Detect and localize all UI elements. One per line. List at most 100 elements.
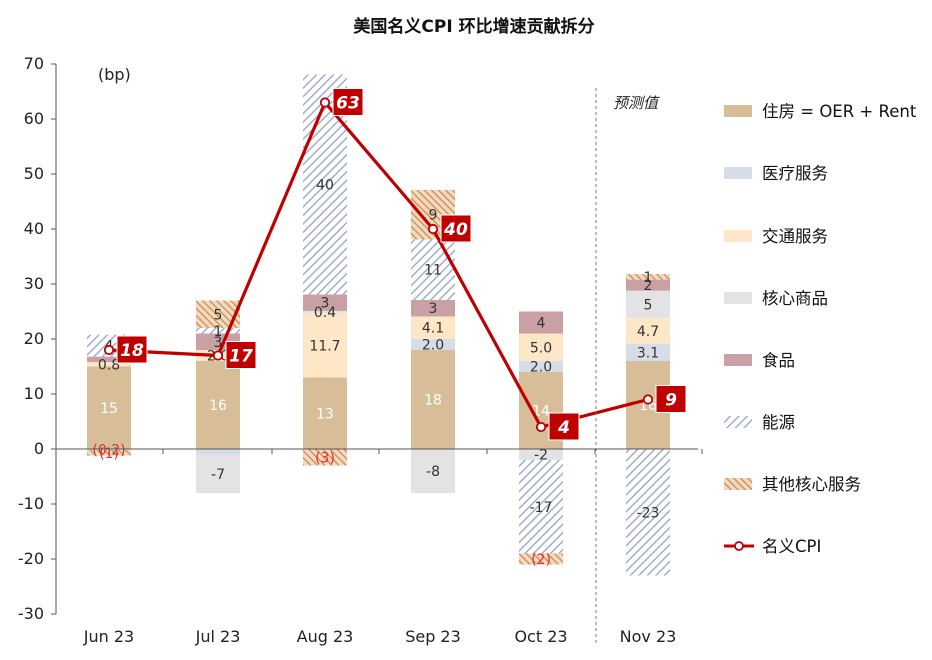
bar-housing (411, 350, 455, 449)
data-label-energy: 1 (214, 324, 223, 340)
bar-energy (519, 460, 563, 554)
data-label-other: (3) (315, 450, 335, 466)
data-label-other: (2) (531, 552, 551, 568)
cpi-data-label: 4 (557, 418, 570, 438)
x-tick-label: Nov 23 (620, 627, 677, 646)
data-label-energy: -23 (637, 505, 660, 521)
legend-swatch-housing (724, 105, 752, 117)
data-label-medical: 3.1 (637, 345, 659, 361)
y-axis: 70 60 50 40 30 20 10 0 -10 -20 -30 (18, 54, 57, 623)
x-tick-label: Sep 23 (405, 627, 461, 646)
legend-swatch-medical (724, 167, 752, 179)
bar-transport (411, 316, 455, 339)
y-tick-label: 60 (24, 109, 44, 128)
data-label-other: 1 (644, 270, 653, 286)
bar-transport (87, 362, 131, 367)
cpi-data-label: 17 (229, 347, 253, 367)
data-label-medical: 2.0 (530, 360, 552, 376)
data-label-other: 5 (214, 307, 223, 323)
bar-food (626, 279, 670, 291)
bar-other (519, 553, 563, 565)
data-label-medical: 2.0 (422, 338, 444, 354)
bar-energy (626, 449, 670, 576)
data-label-food: 3 (429, 301, 438, 317)
legend-label-core_goods: 核心商品 (762, 289, 828, 308)
x-tick-label: Aug 23 (297, 627, 354, 646)
bar-core_goods (303, 310, 347, 314)
cpi-line (108, 100, 649, 429)
bar-food (519, 311, 563, 334)
data-label-core_goods: (0.2) (92, 443, 125, 459)
x-axis: Jun 23 Jul 23 Aug 23 Sep 23 Oct 23 Nov 23 (56, 88, 703, 646)
y-tick-label: 70 (24, 54, 44, 73)
data-label-transport: 5.0 (530, 340, 552, 356)
bar-core_goods (87, 449, 131, 451)
cpi-data-label: 40 (443, 220, 468, 240)
data-label-housing: 14 (532, 404, 550, 420)
data-label-housing: 16 (209, 398, 227, 414)
x-tick-label: Jul 23 (195, 627, 241, 646)
cpi-data-label: 63 (336, 94, 360, 114)
y-tick-label: 50 (24, 164, 44, 183)
legend-label-food: 食品 (762, 351, 795, 370)
legend-swatch-other (724, 478, 752, 490)
bar-series (87, 74, 670, 576)
cpi-point (319, 97, 331, 108)
bar-medical (519, 361, 563, 372)
legend-label-cpi: 名义CPI (762, 537, 821, 556)
bar-medical (626, 343, 670, 361)
bar-core_goods (411, 449, 455, 493)
bar-food (411, 299, 455, 317)
data-label-core_goods: -2 (534, 448, 548, 464)
bar-transport (519, 333, 563, 361)
legend-label-housing: 住房 = OER + Rent (762, 102, 917, 121)
legend-label-other: 其他核心服务 (762, 475, 861, 494)
bar-core_goods (519, 449, 563, 460)
bar-energy (411, 239, 455, 300)
bar-other (303, 449, 347, 466)
legend-swatch-core_goods (724, 292, 752, 304)
data-label-transport: 4.7 (637, 324, 659, 340)
y-tick-label: -20 (18, 549, 44, 568)
data-label-food: 3 (214, 335, 223, 351)
data-label-other: (1) (99, 446, 119, 462)
legend-swatch-energy (724, 416, 752, 428)
bar-core_goods (626, 290, 670, 319)
y-tick-label: 10 (24, 384, 44, 403)
bar-food (87, 356, 131, 363)
legend-label-transport: 交通服务 (762, 227, 828, 246)
y-tick-label: -10 (18, 494, 44, 513)
legend-label-energy: 能源 (762, 413, 795, 432)
x-tick-label: Oct 23 (514, 627, 567, 646)
x-tick-label: Jun 23 (83, 627, 134, 646)
bar-housing (196, 361, 240, 449)
data-label-food: 2 (644, 278, 653, 294)
cpi-line-series: 18 17 63 40 4 9 (103, 88, 687, 441)
data-label-core_goods: -7 (211, 467, 225, 483)
legend-swatch-food (724, 354, 752, 366)
bar-housing (87, 366, 131, 449)
value-labels: 150.8(0.2)4(1)162.0-73151311.70.4340(3)1… (92, 177, 659, 568)
legend-label-medical: 医疗服务 (762, 164, 828, 183)
data-label-housing: 18 (424, 393, 442, 409)
data-label-housing: 15 (100, 401, 118, 417)
chart-title: 美国名义CPI 环比增速贡献拆分 (353, 16, 594, 37)
cpi-data-label: 18 (120, 341, 144, 361)
cpi-label-box (332, 88, 364, 116)
data-label-transport: 0.8 (98, 357, 120, 373)
bar-transport (303, 313, 347, 378)
bar-other (87, 450, 131, 456)
bar-medical (196, 449, 240, 455)
cpi-label-box (116, 335, 148, 364)
data-label-transport: 4.1 (422, 321, 444, 337)
bar-food (303, 294, 347, 311)
bar-other (626, 274, 670, 280)
y-unit-label: (bp) (98, 65, 131, 84)
cpi-point (212, 350, 224, 361)
cpi-point (535, 421, 547, 433)
cpi-point (103, 344, 115, 356)
cpi-label-box (225, 341, 257, 369)
y-tick-label: 40 (24, 219, 44, 238)
